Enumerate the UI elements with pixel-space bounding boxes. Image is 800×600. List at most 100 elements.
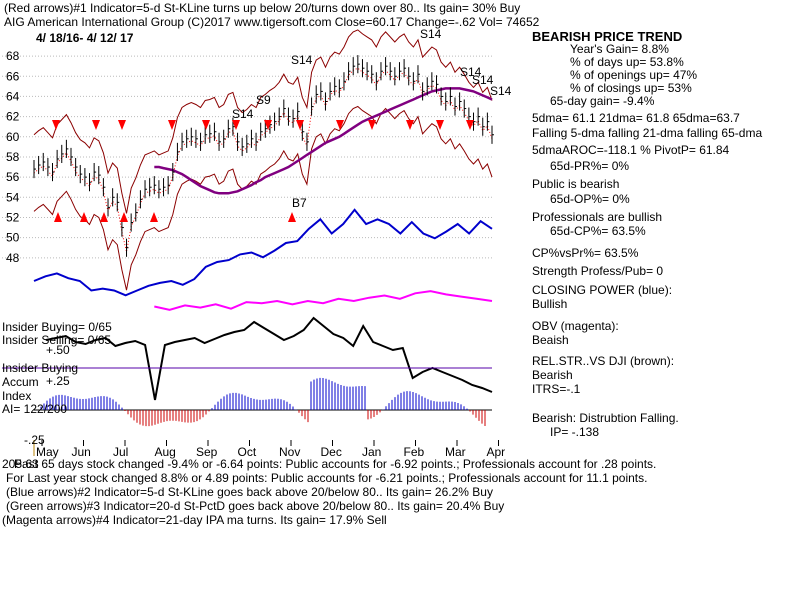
closing-power-line [33,208,493,297]
x-tick-label: Dec [321,445,342,459]
red-down-arrow [436,120,444,130]
years-gain: Year's Gain= 8.8% [570,42,669,56]
scale-bottom: -.25 [24,433,45,447]
closing-power-value: Bullish [532,297,568,311]
relstr-line [45,316,493,401]
x-tick-label: Mar [445,445,466,459]
relstr-value: Bearish [532,368,573,382]
red-down-arrow [92,120,100,130]
falling-dma: Falling 5-dma falling 21-dma falling 65-… [532,126,763,140]
red-down-arrow [232,120,240,130]
accum-label: Accum [2,375,39,389]
lower-band [33,105,493,291]
red-down-arrow [168,120,176,130]
header-line-2: AIG American International Group (C)2017… [4,15,540,29]
obv-label: OBV (magenta): [532,319,619,333]
gain-65: 65-day gain= -9.4% [550,94,655,108]
index-label: Index [2,389,32,403]
signal-label-s14: S14 [420,27,442,41]
cp-pct: 65d-CP%= 63.5% [550,224,646,238]
y-tick-label: 56 [6,170,20,184]
y-tick-label: 48 [6,251,20,265]
signal-label-s14: S14 [460,65,482,79]
accum-layer [34,377,492,427]
red-down-arrow [202,120,210,130]
bottom-line-5: (Magenta arrows)#4 Indicator=21-day IPA … [2,513,387,527]
x-tick-label: Oct [238,445,257,459]
red-down-arrow [264,120,272,130]
bands-layer [33,29,493,291]
x-axis-labels: May Jun Jul Aug Sep Oct Nov Dec Jan Feb Mar Apr [33,440,506,459]
red-down-arrow [406,120,414,130]
distribution: Bearish: Distrubtion Falling. [532,411,679,425]
x-tick-label: Jun [72,445,91,459]
obv-line [154,290,493,311]
red-up-arrow [288,212,296,222]
aroc: 5dmaAROC=-118.1 % PivotP= 61.84 [532,143,730,157]
price-layer [33,55,494,257]
y-tick-label: 60 [6,130,20,144]
relstr-layer [2,316,493,401]
ma65-layer [154,87,493,195]
strength: Strength Profess/Pub= 0 [532,264,664,278]
relstr-label: REL.STR..VS DJI (brown): [532,354,675,368]
ai-label: AI= 122/200 [2,402,68,416]
insider-selling: Insider Selling= 0/65 [2,333,112,347]
closing-power-label: CLOSING POWER (blue): [532,283,673,297]
red-down-arrow [118,120,126,130]
public-status: Public is bearish [532,177,620,191]
short-ma-dotted [33,67,493,252]
red-down-arrow [52,120,60,130]
bottom-line-1: Past 65 days stock changed -9.4% or -6.6… [14,457,657,471]
ip-value: IP= -.138 [550,425,600,439]
y-tick-label: 62 [6,110,20,124]
signal-label-s14: S14 [291,53,313,67]
bottom-line-4: (Green arrows)#3 Indicator=20-d St-PctD … [6,499,505,513]
ma65-line [154,87,493,195]
red-up-arrow [150,212,158,222]
obv-value: Beaish [532,333,569,347]
professionals-status: Professionals are bullish [532,210,663,224]
grid-layer [2,55,492,259]
x-tick-label: Sep [196,445,218,459]
closings-up: % of closings up= 53% [570,81,692,95]
signal-label-s14: S14 [232,107,254,121]
y-tick-label: 54 [6,190,20,204]
signal-label-s9: S9 [256,93,271,107]
op-pct: 65d-OP%= 0% [550,192,630,206]
red-up-arrow [100,212,108,222]
y-tick-label: 50 [6,231,20,245]
x-tick-label: Feb [404,445,425,459]
arrow-layer [52,120,474,222]
red-down-arrow [368,120,376,130]
obv-layer [154,290,493,311]
header-line-1: (Red arrows)#1 Indicator=5-d St-KLine tu… [4,1,521,15]
pr-pct: 65d-PR%= 0% [550,159,630,173]
scale-mid: +.25 [46,374,70,388]
y-tick-label: 68 [6,49,20,63]
signal-label-b7: B7 [292,196,307,210]
dma-values: 5dma= 61.1 21dma= 61.8 65dma=63.7 [532,111,740,125]
red-down-arrow [296,120,304,130]
bottom-prefix: 205.63 [2,457,39,471]
cp-vs-pr: CP%vsPr%= 63.5% [532,246,639,260]
x-tick-label: Jul [113,445,128,459]
y-axis-labels: 48 50 52 54 56 58 60 62 64 66 68 [6,49,20,265]
x-tick-label: Apr [487,445,506,459]
x-tick-label: Nov [279,445,300,459]
red-down-arrow [336,120,344,130]
x-tick-label: Aug [155,445,176,459]
y-tick-label: 52 [6,210,20,224]
signal-label-s14: S14 [490,84,512,98]
trend-title: BEARISH PRICE TREND [532,29,683,44]
red-down-arrow [466,120,474,130]
days-up: % of days up= 53.8% [570,55,684,69]
bottom-line-3: (Blue arrows)#2 Indicator=5-d St-KLine g… [6,485,493,499]
insider-buying-top: Insider Buying= 0/65 [2,320,112,334]
closing-power-layer [33,208,493,297]
x-tick-label: Jan [362,445,381,459]
scale-top: +.50 [46,343,70,357]
signal-label-s14: S14 [472,73,494,87]
x-tick-label: May [36,445,59,459]
